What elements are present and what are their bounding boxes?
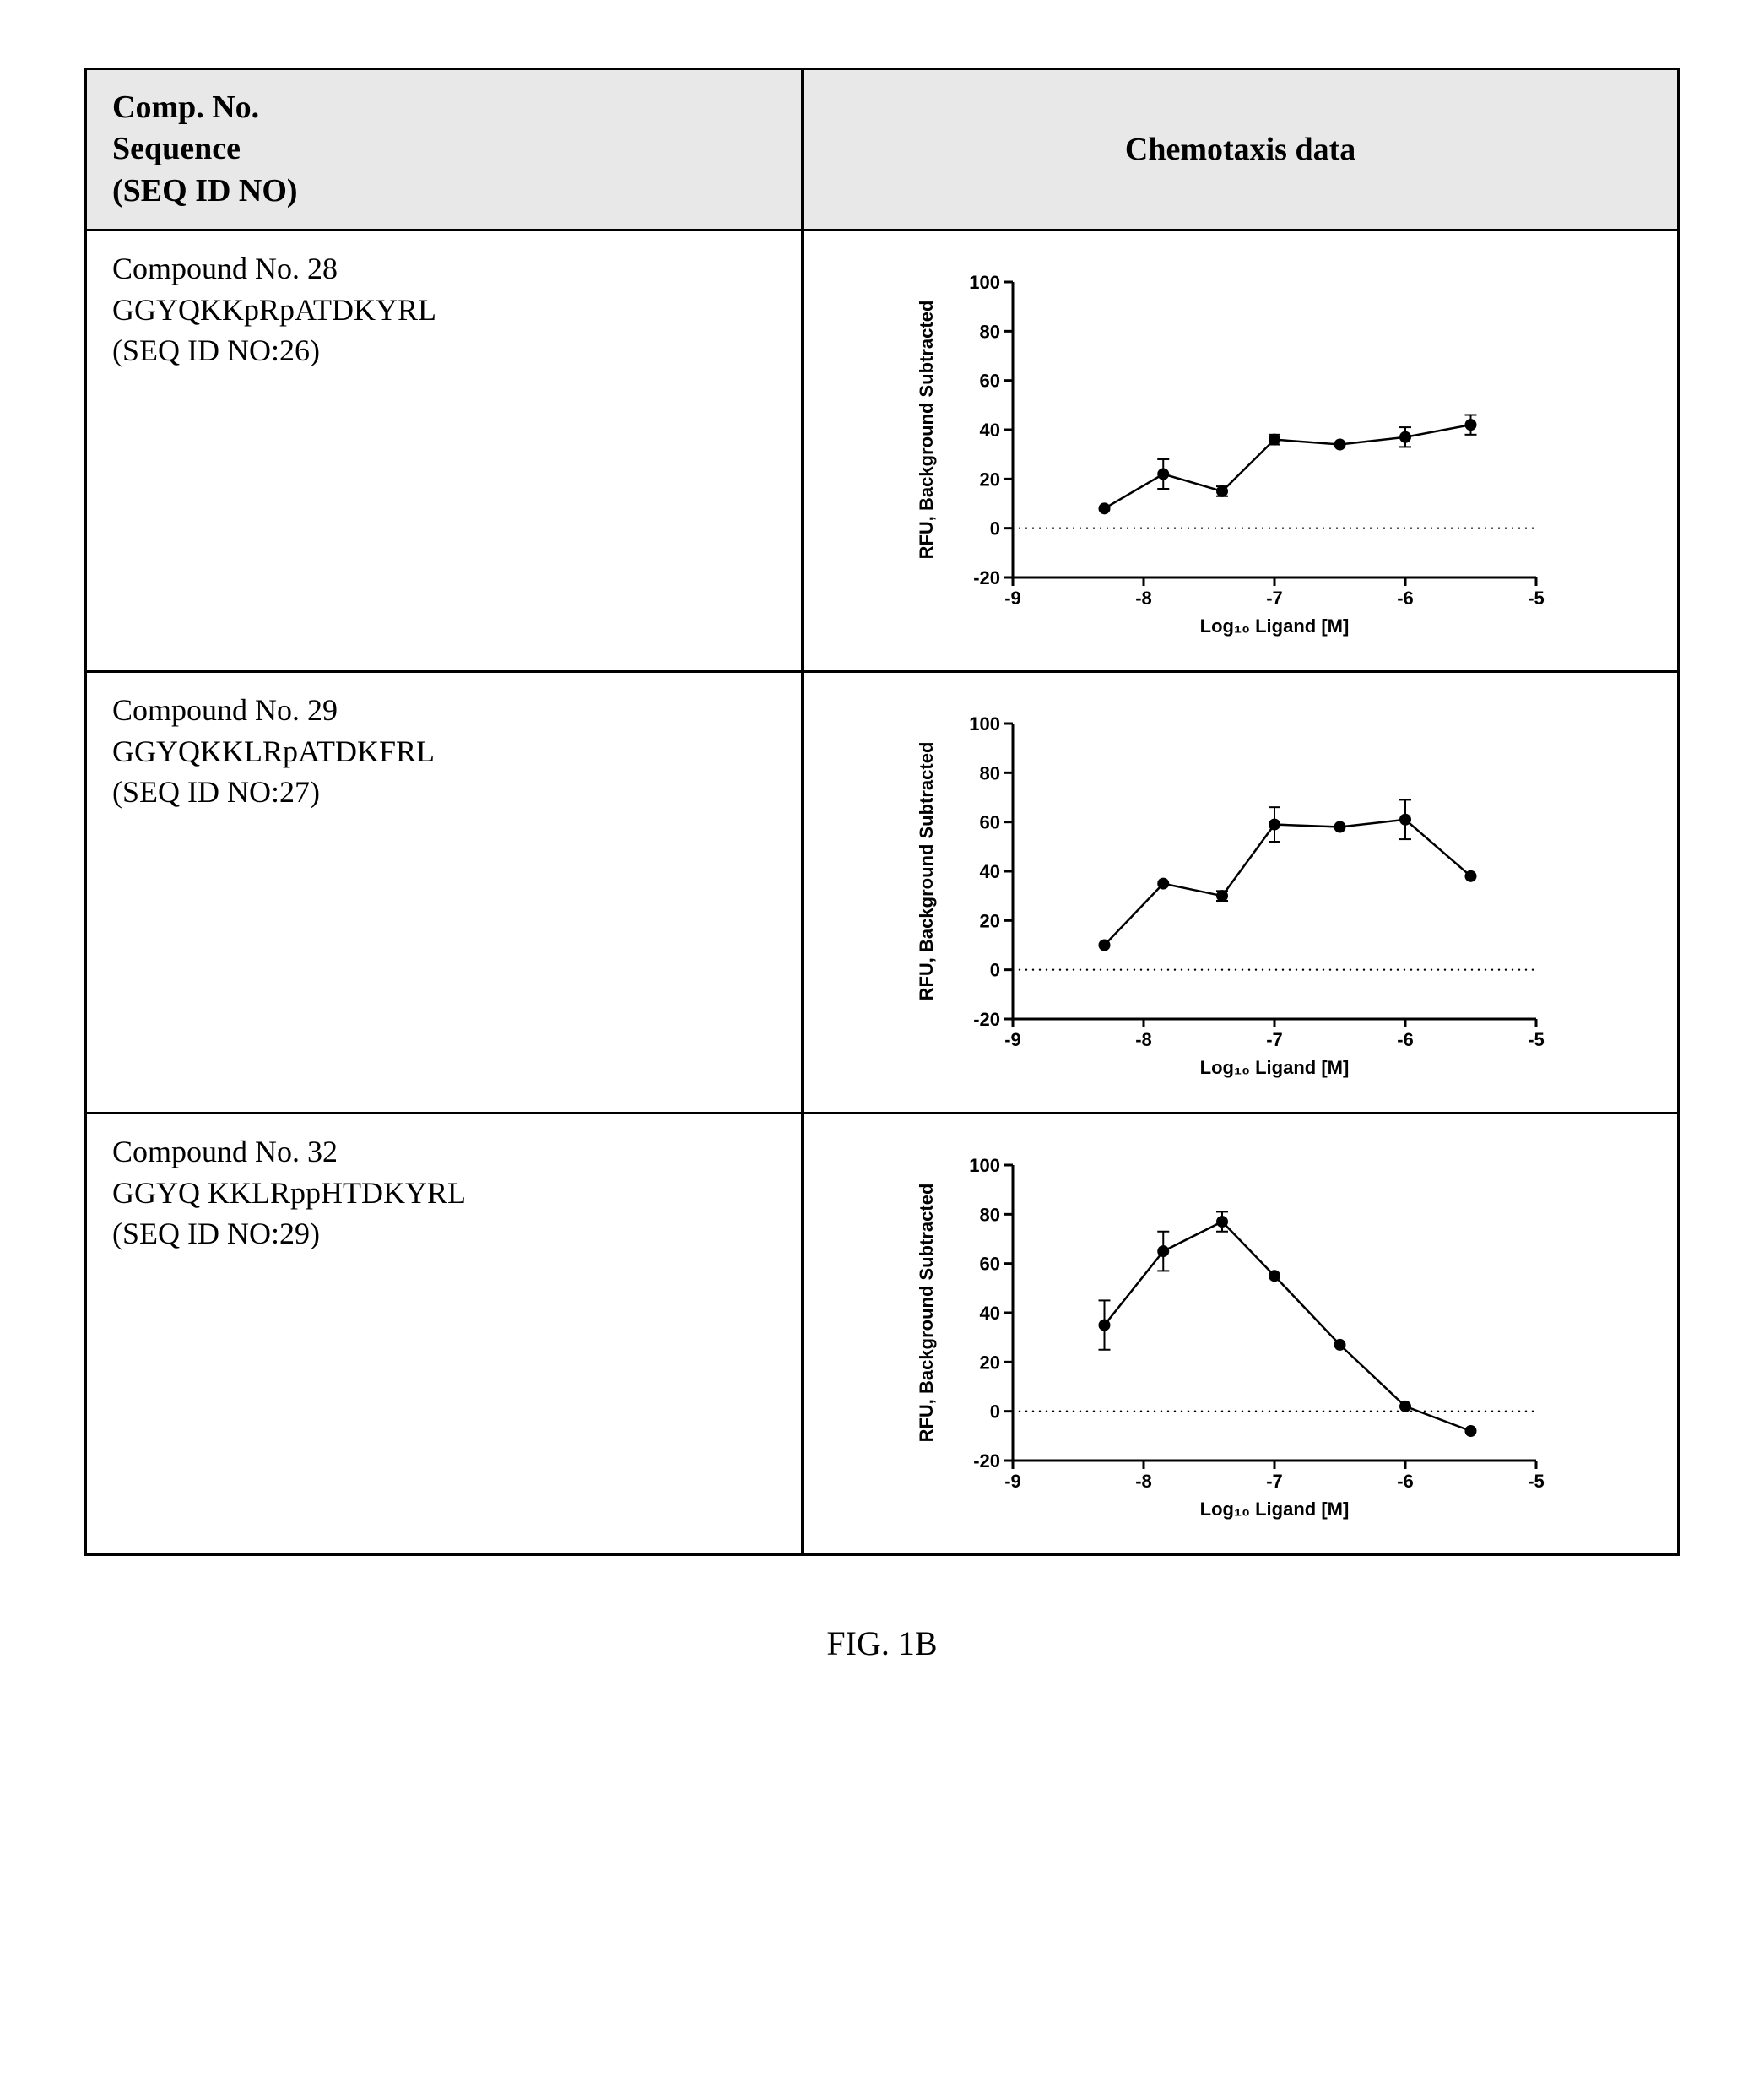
- sequence-label: GGYQKKLRpATDKFRL: [112, 731, 776, 772]
- chart-wrapper: -20 0 20 40 60 80 100 -9 -8 -7 -6 -5 RFU, Background…: [820, 257, 1643, 653]
- svg-text:40: 40: [979, 1303, 999, 1324]
- svg-text:-6: -6: [1397, 1471, 1414, 1492]
- seq-id-label: (SEQ ID NO:29): [112, 1213, 776, 1255]
- compound-no-label: Compound No. 29: [112, 690, 776, 731]
- chemotaxis-chart: -20 0 20 40 60 80 100 -9 -8 -7 -6 -5 RFU, Background…: [903, 1140, 1561, 1536]
- svg-text:-7: -7: [1266, 1471, 1283, 1492]
- chemotaxis-table: Comp. No. Sequence (SEQ ID NO) Chemotaxi…: [84, 68, 1680, 1556]
- header-line-1: Comp. No.: [112, 87, 776, 128]
- svg-text:Log₁₀ Ligand [M]: Log₁₀ Ligand [M]: [1199, 615, 1349, 637]
- svg-text:40: 40: [979, 420, 999, 441]
- header-line-2: Sequence: [112, 128, 776, 170]
- svg-text:0: 0: [989, 960, 999, 981]
- chemotaxis-chart: -20 0 20 40 60 80 100 -9 -8 -7 -6 -5 RFU, Background…: [903, 698, 1561, 1095]
- svg-text:60: 60: [979, 1254, 999, 1275]
- svg-text:-9: -9: [1004, 588, 1021, 609]
- svg-text:-20: -20: [973, 1450, 1000, 1471]
- svg-text:-9: -9: [1004, 1029, 1021, 1050]
- svg-text:100: 100: [969, 713, 1000, 734]
- svg-text:80: 80: [979, 322, 999, 343]
- svg-text:20: 20: [979, 911, 999, 932]
- sequence-label: GGYQ KKLRppHTDKYRL: [112, 1173, 776, 1214]
- svg-text:Log₁₀ Ligand [M]: Log₁₀ Ligand [M]: [1199, 1499, 1349, 1520]
- chart-cell: -20 0 20 40 60 80 100 -9 -8 -7 -6 -5 RFU, Background…: [803, 1114, 1679, 1555]
- header-line-3: (SEQ ID NO): [112, 171, 776, 212]
- header-right-label: Chemotaxis data: [1125, 132, 1355, 167]
- svg-text:RFU, Background Subtracted: RFU, Background Subtracted: [916, 301, 937, 560]
- svg-text:20: 20: [979, 1352, 999, 1374]
- svg-text:80: 80: [979, 763, 999, 784]
- svg-text:-8: -8: [1135, 1029, 1152, 1050]
- compound-info-cell: Compound No. 29 GGYQKKLRpATDKFRL (SEQ ID…: [86, 672, 803, 1114]
- svg-text:RFU, Background Subtracted: RFU, Background Subtracted: [916, 742, 937, 1001]
- svg-text:100: 100: [969, 1155, 1000, 1176]
- svg-text:-20: -20: [973, 1009, 1000, 1030]
- svg-text:80: 80: [979, 1205, 999, 1226]
- svg-text:0: 0: [989, 1401, 999, 1423]
- table-header-row: Comp. No. Sequence (SEQ ID NO) Chemotaxi…: [86, 69, 1679, 230]
- svg-text:0: 0: [989, 518, 999, 539]
- svg-text:RFU, Background Subtracted: RFU, Background Subtracted: [916, 1184, 937, 1443]
- svg-text:100: 100: [969, 272, 1000, 293]
- svg-text:-5: -5: [1528, 588, 1545, 609]
- sequence-label: GGYQKKpRpATDKYRL: [112, 290, 776, 331]
- table-row: Compound No. 28 GGYQKKpRpATDKYRL (SEQ ID…: [86, 230, 1679, 672]
- svg-text:-20: -20: [973, 567, 1000, 588]
- svg-text:-9: -9: [1004, 1471, 1021, 1492]
- svg-text:-7: -7: [1266, 1029, 1283, 1050]
- header-compound-column: Comp. No. Sequence (SEQ ID NO): [86, 69, 803, 230]
- figure-label: FIG. 1B: [84, 1623, 1680, 1663]
- chart-wrapper: -20 0 20 40 60 80 100 -9 -8 -7 -6 -5 RFU, Background…: [820, 698, 1643, 1095]
- svg-text:20: 20: [979, 469, 999, 490]
- svg-text:Log₁₀ Ligand [M]: Log₁₀ Ligand [M]: [1199, 1057, 1349, 1078]
- svg-text:-8: -8: [1135, 1471, 1152, 1492]
- svg-text:-6: -6: [1397, 1029, 1414, 1050]
- compound-no-label: Compound No. 28: [112, 248, 776, 290]
- compound-no-label: Compound No. 32: [112, 1131, 776, 1173]
- table-row: Compound No. 29 GGYQKKLRpATDKFRL (SEQ ID…: [86, 672, 1679, 1114]
- svg-text:-5: -5: [1528, 1029, 1545, 1050]
- svg-text:40: 40: [979, 861, 999, 882]
- seq-id-label: (SEQ ID NO:26): [112, 330, 776, 371]
- compound-info-cell: Compound No. 28 GGYQKKpRpATDKYRL (SEQ ID…: [86, 230, 803, 672]
- svg-text:-7: -7: [1266, 588, 1283, 609]
- seq-id-label: (SEQ ID NO:27): [112, 772, 776, 813]
- chemotaxis-chart: -20 0 20 40 60 80 100 -9 -8 -7 -6 -5 RFU, Background…: [903, 257, 1561, 653]
- svg-text:-6: -6: [1397, 588, 1414, 609]
- chart-cell: -20 0 20 40 60 80 100 -9 -8 -7 -6 -5 RFU, Background…: [803, 672, 1679, 1114]
- svg-text:-5: -5: [1528, 1471, 1545, 1492]
- header-chemotaxis-column: Chemotaxis data: [803, 69, 1679, 230]
- compound-info-cell: Compound No. 32 GGYQ KKLRppHTDKYRL (SEQ …: [86, 1114, 803, 1555]
- table-row: Compound No. 32 GGYQ KKLRppHTDKYRL (SEQ …: [86, 1114, 1679, 1555]
- chart-wrapper: -20 0 20 40 60 80 100 -9 -8 -7 -6 -5 RFU, Background…: [820, 1140, 1643, 1536]
- svg-text:60: 60: [979, 812, 999, 833]
- svg-text:60: 60: [979, 371, 999, 392]
- chart-cell: -20 0 20 40 60 80 100 -9 -8 -7 -6 -5 RFU, Background…: [803, 230, 1679, 672]
- svg-text:-8: -8: [1135, 588, 1152, 609]
